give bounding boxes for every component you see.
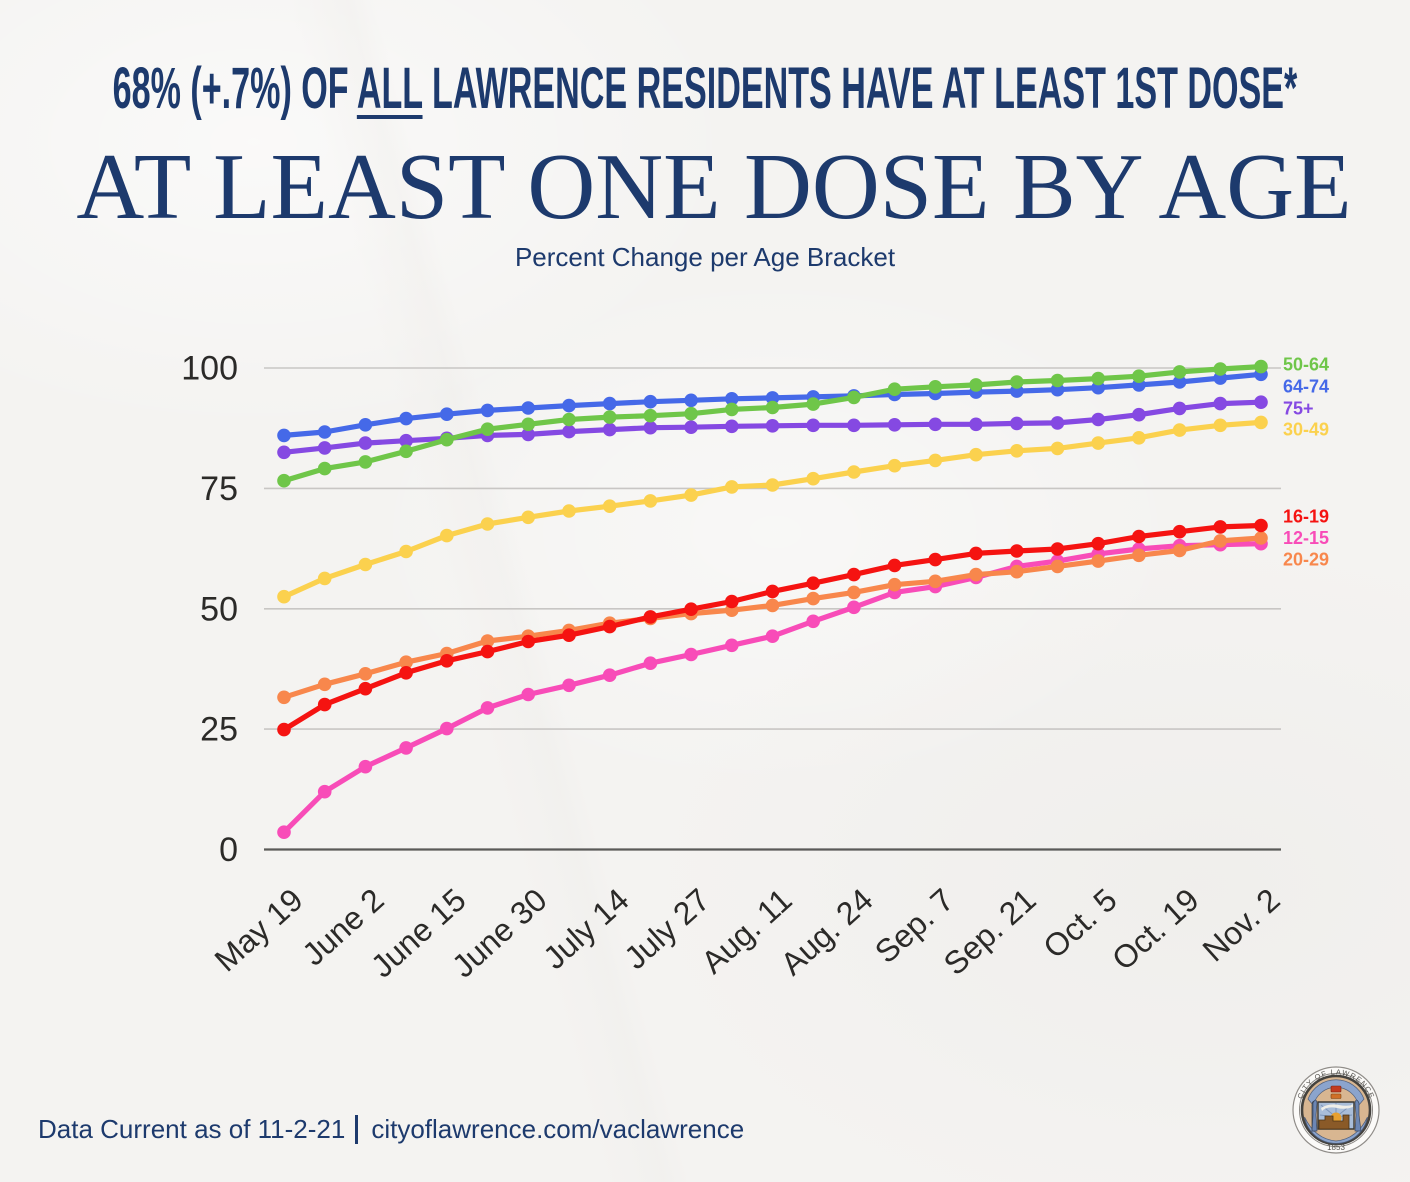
svg-text:20-29: 20-29 [1283, 550, 1329, 570]
svg-text:25: 25 [200, 711, 238, 749]
svg-text:1853: 1853 [1327, 1143, 1345, 1152]
svg-text:0: 0 [219, 831, 238, 869]
svg-text:30-49: 30-49 [1283, 420, 1329, 440]
svg-text:75+: 75+ [1283, 399, 1314, 419]
svg-text:July 14: July 14 [536, 881, 635, 976]
svg-text:Sep. 21: Sep. 21 [937, 881, 1043, 982]
svg-text:May 19: May 19 [208, 881, 310, 978]
svg-text:Nov. 2: Nov. 2 [1196, 881, 1287, 968]
svg-text:64-74: 64-74 [1283, 377, 1329, 397]
svg-text:100: 100 [181, 350, 238, 388]
svg-text:75: 75 [200, 470, 238, 508]
svg-text:16-19: 16-19 [1283, 507, 1329, 527]
svg-text:50-64: 50-64 [1283, 355, 1329, 375]
svg-text:12-15: 12-15 [1283, 528, 1329, 548]
svg-text:Aug. 24: Aug. 24 [774, 881, 880, 982]
svg-text:50: 50 [200, 590, 238, 628]
svg-text:Oct. 19: Oct. 19 [1105, 881, 1206, 977]
